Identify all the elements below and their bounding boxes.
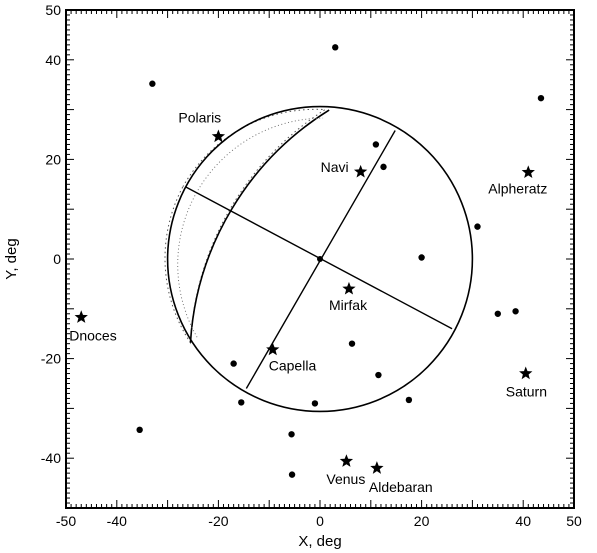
y-tick-label: -20: [41, 351, 61, 367]
y-tick-label: 50: [45, 2, 61, 18]
x-axis-title: X, deg: [298, 533, 341, 550]
star-marker-aldebaran: [370, 461, 384, 474]
star-marker-saturn: [519, 366, 533, 380]
star-dot: [418, 254, 425, 261]
y-axis-title: Y, deg: [3, 238, 20, 279]
x-tick-label: -50: [56, 513, 76, 529]
plot-area: [166, 105, 474, 413]
x-tick-label: 40: [515, 513, 531, 529]
axes: [65, 9, 575, 509]
star-label-venus: Venus: [326, 471, 365, 487]
x-tick-label: 50: [566, 513, 582, 529]
star-dot: [230, 360, 237, 367]
star-dot: [311, 400, 319, 407]
star-label-alpheratz: Alpheratz: [488, 180, 547, 196]
star-dot: [332, 44, 339, 51]
star-marker-dnoces: [74, 310, 88, 323]
x-tick-label: -40: [107, 513, 127, 529]
star-dot: [537, 94, 545, 102]
x-tick-label: 20: [414, 513, 430, 529]
star-marker-venus: [339, 454, 354, 467]
y-tick-label: 20: [45, 151, 61, 167]
star-dot: [405, 396, 413, 404]
x-tick-label: 0: [316, 513, 324, 529]
star-dot: [380, 163, 387, 171]
shaded-limb-region: [164, 108, 330, 345]
x-tick-label: -20: [208, 513, 228, 529]
star-dot: [288, 471, 296, 478]
y-tick-label: -40: [41, 450, 61, 466]
center-point: [317, 256, 323, 262]
shaded-limb-stipple: [164, 108, 327, 345]
data-points: [74, 44, 545, 478]
star-marker-navi: [353, 164, 368, 178]
field-of-view-circle: [166, 105, 474, 413]
star-marker-mirfak: [342, 281, 356, 295]
star-label-saturn: Saturn: [506, 384, 547, 400]
star-dot: [136, 426, 143, 434]
star-marker-capella: [266, 342, 280, 356]
star-label-aldebaran: Aldebaran: [369, 479, 433, 495]
star-dot: [372, 141, 380, 148]
shaded-limb-fill: [165, 109, 326, 343]
star-dot: [494, 310, 501, 317]
star-dot: [512, 308, 519, 315]
tick-labels: -50 -40 -20 0 20 40 50 50 40 20 0 -20 -40: [41, 2, 582, 529]
star-dot: [149, 80, 156, 87]
star-dot: [474, 223, 481, 230]
y-tick-label: 0: [53, 251, 61, 267]
star-label-mirfak: Mirfak: [329, 297, 368, 313]
star-label-dnoces: Dnoces: [69, 327, 116, 343]
star-dot: [238, 399, 245, 406]
star-dot: [288, 431, 295, 438]
star-labels: Polaris Navi Alpheratz Dnoces Mirfak Capella S…: [69, 109, 547, 495]
y-tick-label: 40: [45, 52, 61, 68]
star-label-navi: Navi: [321, 159, 349, 175]
star-marker-polaris: [211, 129, 226, 143]
inner-limb-arc: [189, 109, 330, 343]
star-marker-alpheratz: [521, 165, 535, 179]
star-label-polaris: Polaris: [178, 109, 221, 125]
star-dot: [348, 340, 356, 347]
star-label-capella: Capella: [269, 358, 317, 374]
star-dot: [375, 371, 382, 379]
